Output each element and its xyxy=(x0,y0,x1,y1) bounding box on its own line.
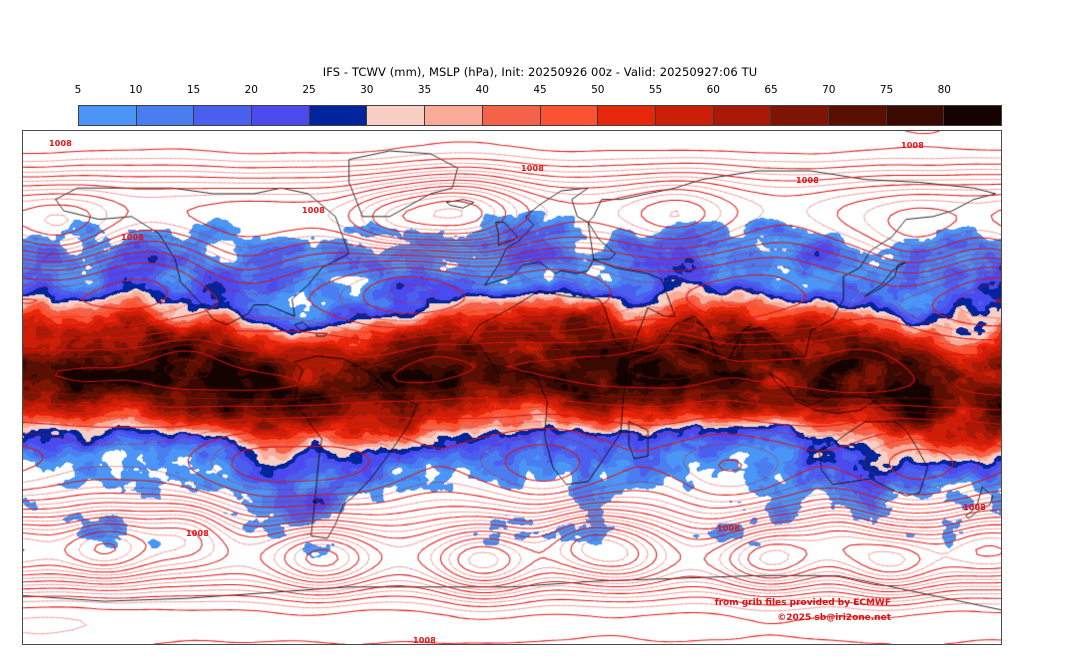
colorbar xyxy=(78,105,1002,126)
colorbar-tick: 15 xyxy=(186,84,201,96)
colorbar-tick: 65 xyxy=(764,84,778,96)
colorbar-tick: 10 xyxy=(129,84,143,96)
colorbar-tick: 30 xyxy=(360,84,374,96)
colorbar-tick: 50 xyxy=(591,84,605,96)
colorbar-band xyxy=(367,106,426,125)
colorbar-band xyxy=(136,106,195,125)
colorbar-bands xyxy=(78,105,1002,126)
colorbar-tick: 60 xyxy=(706,84,720,96)
colorbar-tick: 55 xyxy=(648,84,663,96)
colorbar-tick: 40 xyxy=(475,84,489,96)
colorbar-tick: 5 xyxy=(74,84,82,96)
colorbar-tick-labels: 5 10 15 20 25 30 35 40 45 50 55 60 65 70 75 80 xyxy=(74,84,1002,100)
colorbar-band xyxy=(79,106,137,125)
colorbar-tick: 45 xyxy=(533,84,547,96)
colorbar-band xyxy=(886,106,945,125)
colorbar-tick: 20 xyxy=(244,84,258,96)
colorbar-band xyxy=(944,106,1001,125)
weather-map[interactable]: 1008 1008 1008 1008 1008 1008 1008 1008 1008 1008… xyxy=(22,130,1002,645)
colorbar-tick: 35 xyxy=(417,84,432,96)
colorbar-band xyxy=(771,106,829,125)
isobar-label: 1008 xyxy=(1001,521,1002,530)
colorbar-band xyxy=(425,106,483,125)
colorbar-tick: 70 xyxy=(822,84,836,96)
colorbar-tick: 25 xyxy=(302,84,316,96)
colorbar-band xyxy=(309,106,368,125)
colorbar-band xyxy=(252,106,310,125)
colorbar-band xyxy=(598,106,656,125)
attribution-copyright: ©2025 sb@iri2one.net xyxy=(777,613,891,623)
colorbar-band xyxy=(540,106,599,125)
colorbar-band xyxy=(194,106,253,125)
colorbar-tick: 80 xyxy=(937,84,951,96)
colorbar-band xyxy=(655,106,714,125)
colorbar-band xyxy=(828,106,887,125)
map-render-surface xyxy=(23,131,1001,644)
colorbar-band xyxy=(713,106,772,125)
page-title: IFS - TCWV (mm), MSLP (hPa), Init: 20250… xyxy=(322,65,758,79)
attribution-source: from grib files provided by ECMWF xyxy=(714,598,891,608)
colorbar-band xyxy=(482,106,541,125)
colorbar-tick: 75 xyxy=(879,84,894,96)
